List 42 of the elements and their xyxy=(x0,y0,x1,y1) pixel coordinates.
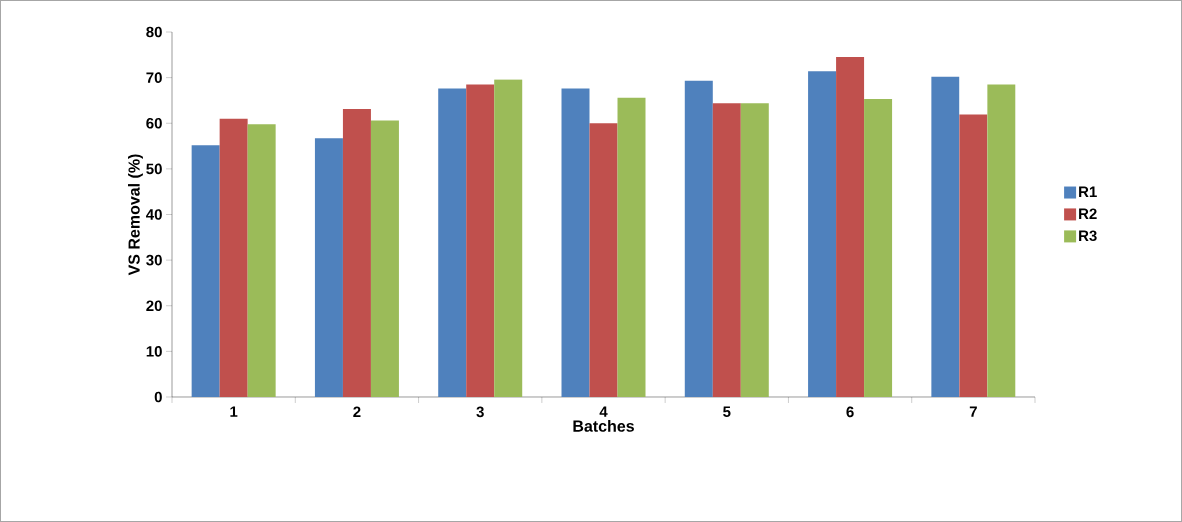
y-tick-label: 10 xyxy=(146,346,162,357)
y-tick-label: 40 xyxy=(146,209,162,220)
y-tick-label: 70 xyxy=(146,72,162,83)
x-tick-label: 5 xyxy=(723,406,731,417)
bar xyxy=(864,99,893,397)
bar xyxy=(370,120,399,397)
bar xyxy=(617,97,646,397)
bar xyxy=(836,57,865,397)
bar xyxy=(561,88,590,397)
legend-label: R1 xyxy=(1079,186,1097,197)
bar xyxy=(712,103,741,397)
x-tick-label: 3 xyxy=(476,406,484,418)
bar xyxy=(987,84,1016,397)
y-axis-title: VS Removal (%) xyxy=(128,154,143,276)
y-tick-label: 60 xyxy=(146,117,162,129)
x-tick-label: 1 xyxy=(230,406,238,417)
x-axis-title: Batches xyxy=(573,420,634,432)
y-tick-label: 30 xyxy=(146,254,162,266)
bar xyxy=(342,109,371,397)
legend-label: R3 xyxy=(1079,230,1097,242)
bar xyxy=(808,71,837,397)
y-tick-label: 50 xyxy=(146,163,162,175)
x-tick-label: 6 xyxy=(846,406,854,418)
bar xyxy=(684,80,713,397)
bar xyxy=(466,84,495,397)
bar xyxy=(740,103,769,397)
bar xyxy=(191,145,220,397)
y-tick-label: 20 xyxy=(146,300,162,312)
bar xyxy=(494,79,523,397)
bar xyxy=(589,123,618,397)
y-tick-label: 0 xyxy=(154,391,162,403)
bar xyxy=(931,76,960,397)
bar xyxy=(219,118,248,397)
x-tick-label: 2 xyxy=(353,406,361,417)
bar xyxy=(314,138,343,397)
bar xyxy=(438,88,467,397)
x-tick-label: 7 xyxy=(969,406,977,417)
legend-label: R2 xyxy=(1079,208,1097,219)
x-tick-label: 4 xyxy=(599,406,608,417)
y-tick-label: 80 xyxy=(146,26,162,38)
bar xyxy=(959,114,988,397)
bar xyxy=(247,124,276,397)
